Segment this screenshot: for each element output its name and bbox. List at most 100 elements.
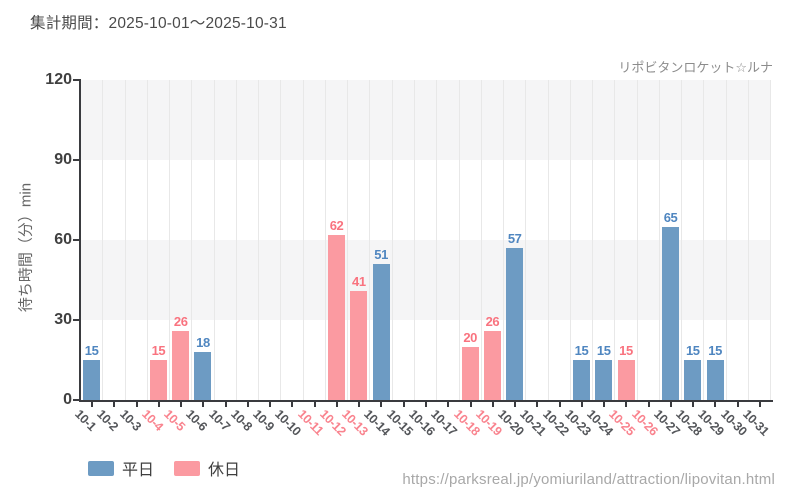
y-tick-mark [73,399,79,401]
x-tick-mark [669,402,672,407]
x-tick-label-10-6: 10-6 [183,407,211,434]
x-tick-mark [425,402,427,407]
y-tick-label: 90 [54,151,72,168]
bar-value-label: 15 [708,343,722,358]
day-column-10-27: 65 [660,80,683,400]
legend-item-weekday[interactable]: 平日 [88,456,154,480]
day-column-10-10 [281,80,304,400]
wait-time-bar-10-18[interactable] [461,346,479,400]
y-tick-label: 0 [63,391,72,408]
x-tick-mark [202,402,205,407]
bar-value-label: 15 [596,343,611,358]
wait-time-bar-10-23[interactable] [572,360,590,400]
x-tick-mark [580,402,583,407]
x-tick-mark [714,402,717,407]
wait-time-bar-10-1[interactable] [83,360,101,400]
day-column-10-12: 62 [326,80,349,400]
day-column-10-18: 20 [460,80,482,400]
x-tick-mark [647,402,650,407]
chart-legend: 平日 休日 [88,456,240,480]
x-tick-mark [269,402,272,407]
x-tick-mark [358,402,361,407]
wait-time-bar-10-29[interactable] [706,360,724,400]
x-tick-mark [91,402,94,407]
x-tick-mark [224,402,227,407]
x-tick-mark [736,402,739,407]
bar-value-label: 51 [374,247,388,262]
wait-time-bar-10-13[interactable] [350,290,368,400]
x-tick-mark [625,402,628,407]
wait-time-bar-10-28[interactable] [684,360,702,400]
day-column-10-15 [393,80,415,400]
day-column-10-31 [749,80,772,400]
bar-value-label: 18 [196,335,210,350]
chart-plot-area: 15 15 26 18 62 41 51 20 26 57 15 15 15 65 15 15 [81,80,772,400]
bar-value-label: 26 [173,313,188,329]
day-column-10-3 [126,80,148,400]
x-tick-mark [758,402,761,407]
y-tick-label: 120 [45,71,72,88]
wait-time-bar-10-5[interactable] [172,330,190,400]
weekday-color-swatch [88,460,114,476]
day-column-10-30 [727,80,749,400]
day-column-10-5: 26 [170,80,193,400]
x-tick-mark [335,402,338,407]
y-tick-label: 30 [54,311,72,328]
day-column-10-4: 15 [148,80,171,400]
attraction-name: リポビタンロケット☆ルナ [618,60,773,75]
x-tick-label-10-9: 10-9 [250,407,278,434]
wait-time-bar-10-12[interactable] [328,234,346,400]
x-tick-mark [402,402,405,407]
report-period-title: 集計期間：2025-10-01～2025-10-31 [30,15,287,32]
plot-band [81,240,771,320]
x-tick-mark [157,402,160,407]
wait-time-bar-10-6[interactable] [194,352,212,400]
x-tick-mark [180,402,183,407]
day-column-10-13: 41 [348,80,371,400]
day-column-10-8 [237,80,260,400]
day-column-10-29: 15 [704,80,727,400]
day-column-10-11 [304,80,326,400]
bar-value-label: 15 [151,343,166,358]
x-tick-label-10-1: 10-1 [72,407,99,434]
wait-time-bar-10-27[interactable] [662,226,680,400]
x-tick-mark [113,402,116,407]
day-column-10-2 [103,80,126,400]
day-column-10-28: 15 [682,80,705,400]
wait-time-bar-10-4[interactable] [149,360,167,400]
legend-item-holiday[interactable]: 休日 [174,456,240,480]
x-tick-mark [135,402,138,407]
wait-time-bar-10-25[interactable] [617,360,635,400]
day-column-10-16 [415,80,438,400]
x-tick-label-10-8: 10-8 [228,407,255,434]
x-tick-label-10-4: 10-4 [138,407,166,434]
x-tick-mark [603,402,606,407]
wait-time-bar-10-19[interactable] [483,330,501,400]
day-column-10-1: 15 [81,80,104,400]
y-tick-mark [73,239,79,241]
x-tick-mark [536,402,539,407]
day-column-10-19: 26 [482,80,505,400]
wait-time-bar-10-20[interactable] [506,248,524,400]
wait-time-bar-10-14[interactable] [372,264,390,400]
x-tick-mark [313,402,316,407]
x-tick-mark [558,402,561,407]
day-column-10-26 [638,80,660,400]
day-column-10-14: 51 [370,80,393,400]
y-tick-mark [73,79,79,81]
bar-value-label: 65 [663,209,678,225]
day-column-10-20: 57 [504,80,527,400]
x-tick-mark [291,402,294,407]
x-tick-mark [469,402,472,407]
y-axis-line [79,79,81,402]
x-tick-mark [380,402,383,407]
y-tick-mark [73,319,79,321]
day-column-10-25: 15 [615,80,638,400]
bar-value-label: 62 [329,217,344,233]
wait-time-bar-10-24[interactable] [595,360,613,400]
day-column-10-21 [526,80,549,400]
x-tick-mark [514,402,517,407]
bar-value-label: 15 [84,343,99,358]
holiday-color-swatch [174,460,201,476]
